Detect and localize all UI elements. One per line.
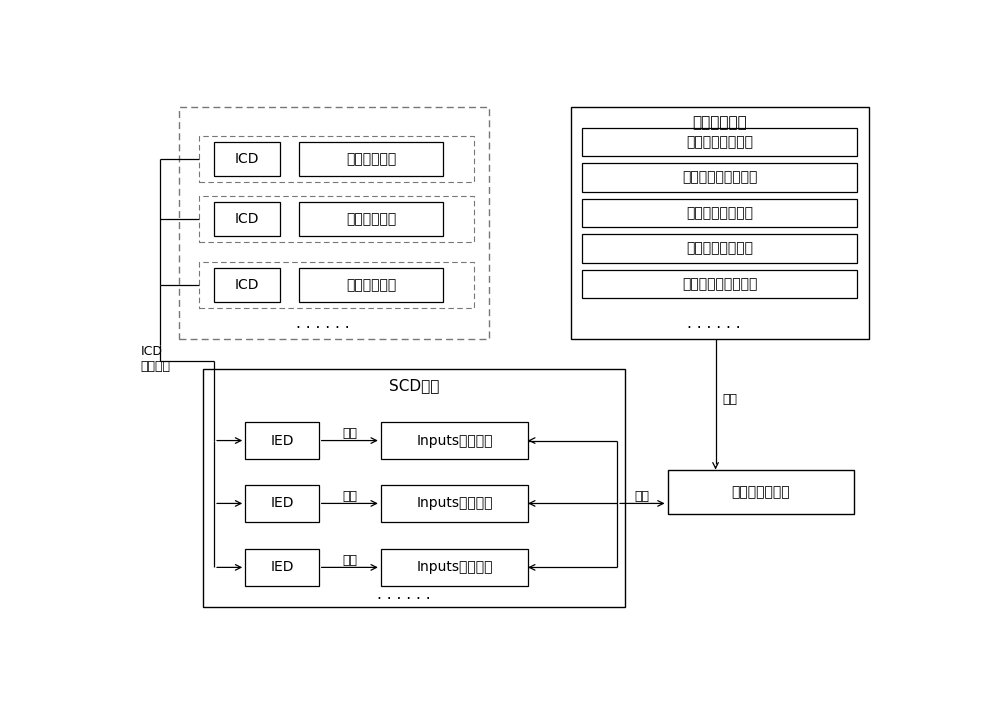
Text: SCD文件: SCD文件 <box>389 378 439 393</box>
Bar <box>668 469 854 514</box>
Text: . . . . . .: . . . . . . <box>296 315 349 331</box>
Bar <box>582 234 857 263</box>
Bar <box>199 136 474 182</box>
Text: IED: IED <box>270 434 294 447</box>
Text: 参引: 参引 <box>342 554 357 567</box>
Bar <box>299 268 443 302</box>
Bar <box>582 163 857 192</box>
Bar <box>299 142 443 176</box>
Text: 变压器间隔连线模板: 变压器间隔连线模板 <box>682 170 758 185</box>
Bar <box>381 422 528 459</box>
Bar <box>179 107 489 339</box>
Bar <box>199 261 474 308</box>
Text: 参引: 参引 <box>635 490 650 503</box>
Text: Inputs连线信息: Inputs连线信息 <box>416 496 493 510</box>
Text: ICD: ICD <box>235 152 259 166</box>
Text: 母联间隔连线模板: 母联间隔连线模板 <box>686 241 753 256</box>
Text: 参引: 参引 <box>342 490 357 503</box>
Bar <box>381 485 528 522</box>
Text: ICD: ICD <box>235 278 259 292</box>
Text: 间隔连线模板: 间隔连线模板 <box>692 115 747 130</box>
Text: . . . . . .: . . . . . . <box>377 587 431 602</box>
Bar <box>214 268 280 302</box>
Text: ICD: ICD <box>235 212 259 226</box>
Text: 特征字映射模块: 特征字映射模块 <box>731 485 790 499</box>
Bar <box>245 549 319 586</box>
Text: . . . . . .: . . . . . . <box>687 315 741 331</box>
Text: 特征字映射表: 特征字映射表 <box>346 212 396 226</box>
Bar <box>245 422 319 459</box>
Text: 电容器间隔连线模板: 电容器间隔连线模板 <box>682 277 758 291</box>
Bar <box>582 270 857 298</box>
Text: IED: IED <box>270 496 294 510</box>
Text: ICD
装置模型: ICD 装置模型 <box>140 344 170 373</box>
Bar <box>202 369 625 607</box>
Bar <box>245 485 319 522</box>
Bar <box>381 549 528 586</box>
Text: Inputs连线信息: Inputs连线信息 <box>416 560 493 574</box>
Text: 映射: 映射 <box>722 393 737 405</box>
Bar <box>199 196 474 242</box>
Bar <box>214 142 280 176</box>
Text: 参引: 参引 <box>342 427 357 440</box>
Bar <box>582 128 857 156</box>
Text: IED: IED <box>270 560 294 574</box>
Bar <box>214 202 280 236</box>
Bar <box>299 202 443 236</box>
Bar <box>582 199 857 227</box>
Text: 母线间隔连线模板: 母线间隔连线模板 <box>686 206 753 220</box>
Text: 特征字映射表: 特征字映射表 <box>346 152 396 166</box>
Text: Inputs连线信息: Inputs连线信息 <box>416 434 493 447</box>
Bar <box>571 107 869 339</box>
Text: 线路间隔连线模板: 线路间隔连线模板 <box>686 135 753 149</box>
Text: 特征字映射表: 特征字映射表 <box>346 278 396 292</box>
